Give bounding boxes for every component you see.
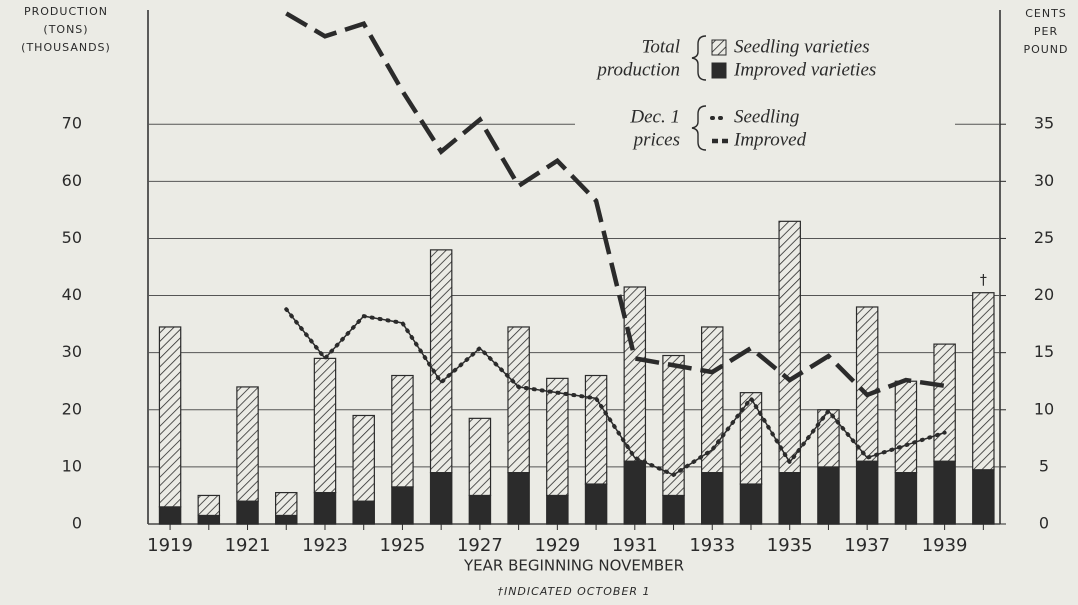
y2-tick-label: 10 bbox=[1034, 399, 1054, 418]
y-tick-label: 70 bbox=[62, 114, 82, 133]
bar-segment bbox=[739, 483, 763, 525]
y-tick-label: 50 bbox=[62, 228, 82, 247]
bar-segment bbox=[352, 500, 375, 525]
bar-segment bbox=[507, 472, 530, 525]
bar-segment bbox=[623, 286, 647, 462]
bar-segment bbox=[662, 494, 685, 525]
y2-axis-label: PER bbox=[1034, 25, 1058, 38]
x-tick-label: 1933 bbox=[689, 535, 735, 556]
bar-segment bbox=[546, 377, 569, 497]
x-tick-label: 1919 bbox=[147, 535, 193, 556]
bar-segment bbox=[584, 374, 608, 485]
bar-segment bbox=[701, 326, 724, 474]
bar-segment bbox=[429, 249, 453, 474]
legend-bg bbox=[575, 100, 955, 150]
legend-label: Improved varieties bbox=[733, 59, 876, 80]
bar-segment bbox=[275, 491, 298, 517]
bar-segment bbox=[855, 306, 879, 462]
y2-tick-label: 0 bbox=[1039, 514, 1049, 533]
bar-segment bbox=[739, 392, 763, 485]
y-tick-label: 30 bbox=[62, 342, 82, 361]
legend-swatch bbox=[711, 39, 727, 56]
legend-brace bbox=[691, 105, 707, 151]
x-tick-label: 1921 bbox=[225, 535, 271, 556]
legend-label: Seedling bbox=[734, 106, 799, 127]
bar-segment bbox=[391, 374, 414, 488]
y2-tick-label: 25 bbox=[1034, 228, 1054, 247]
legend-brace bbox=[691, 35, 707, 81]
x-tick-label: 1939 bbox=[922, 535, 968, 556]
legend-label: Seedling varieties bbox=[734, 36, 870, 57]
legend-group-label: prices bbox=[632, 129, 680, 150]
bar-segment bbox=[507, 326, 530, 474]
bar-segment bbox=[313, 491, 337, 525]
legend-bg bbox=[575, 30, 955, 80]
x-axis-title: YEAR BEGINNING NOVEMBER bbox=[463, 557, 684, 575]
y2-tick-label: 15 bbox=[1034, 342, 1054, 361]
bar-segment bbox=[662, 354, 685, 497]
y2-axis-label: POUND bbox=[1023, 43, 1068, 56]
legend-group-label: Dec. 1 bbox=[629, 106, 680, 127]
line bbox=[284, 307, 947, 478]
bar-segment bbox=[236, 500, 259, 525]
legend-group-label: Total bbox=[642, 36, 680, 57]
y-axis-label: (TONS) bbox=[43, 23, 88, 36]
bar-segment bbox=[391, 486, 414, 525]
bar-segment bbox=[158, 326, 182, 508]
y-tick-label: 40 bbox=[62, 285, 82, 304]
bar-segment bbox=[778, 472, 801, 525]
bar-segment bbox=[468, 417, 492, 497]
bar-segment bbox=[933, 343, 956, 462]
bar-segment bbox=[429, 472, 453, 525]
bar-segment bbox=[894, 380, 918, 474]
bar-segment bbox=[778, 220, 801, 474]
bar-segment bbox=[468, 494, 492, 525]
y2-axis-label: CENTS bbox=[1025, 7, 1067, 20]
bar-segment bbox=[623, 460, 647, 525]
y2-tick-label: 30 bbox=[1034, 171, 1054, 190]
x-tick-label: 1931 bbox=[612, 535, 658, 556]
x-tick-label: 1923 bbox=[302, 535, 348, 556]
bar-segment bbox=[972, 469, 995, 525]
x-tick-label: 1937 bbox=[844, 535, 890, 556]
y-axis-label: PRODUCTION bbox=[24, 5, 108, 18]
y2-tick-label: 35 bbox=[1034, 114, 1054, 133]
bar-segment bbox=[933, 460, 956, 525]
y2-tick-label: 5 bbox=[1039, 456, 1049, 475]
bar-segment bbox=[313, 357, 337, 494]
x-tick-label: 1925 bbox=[380, 535, 426, 556]
x-tick-label: 1927 bbox=[457, 535, 503, 556]
y-tick-label: 60 bbox=[62, 171, 82, 190]
bar-segment bbox=[197, 514, 221, 525]
bar-segment bbox=[701, 472, 724, 525]
y-tick-label: 10 bbox=[62, 456, 82, 475]
bar-segment bbox=[855, 460, 879, 525]
legend-swatch bbox=[711, 62, 727, 79]
legend-group-label: production bbox=[595, 59, 680, 80]
y-tick-label: 0 bbox=[72, 514, 82, 533]
bar-segment bbox=[352, 414, 375, 502]
line bbox=[285, 11, 945, 398]
legend-label: Improved bbox=[733, 129, 807, 150]
marks: † bbox=[158, 11, 995, 525]
footnote: †INDICATED OCTOBER 1 bbox=[497, 585, 650, 598]
bar-segment bbox=[546, 494, 569, 525]
bar-segment bbox=[197, 494, 221, 517]
bar-segment bbox=[584, 483, 608, 525]
bar-segment bbox=[894, 472, 918, 525]
y-tick-label: 20 bbox=[62, 399, 82, 418]
y-axis-label: (THOUSANDS) bbox=[21, 41, 111, 54]
annotation: † bbox=[980, 273, 987, 289]
bar-segment bbox=[236, 386, 259, 502]
bar-segment bbox=[158, 506, 182, 525]
y2-tick-label: 20 bbox=[1034, 285, 1054, 304]
bar-segment bbox=[817, 466, 840, 525]
bar-segment bbox=[972, 292, 995, 471]
bar-segment bbox=[275, 514, 298, 525]
x-tick-label: 1935 bbox=[767, 535, 813, 556]
x-tick-label: 1929 bbox=[534, 535, 580, 556]
